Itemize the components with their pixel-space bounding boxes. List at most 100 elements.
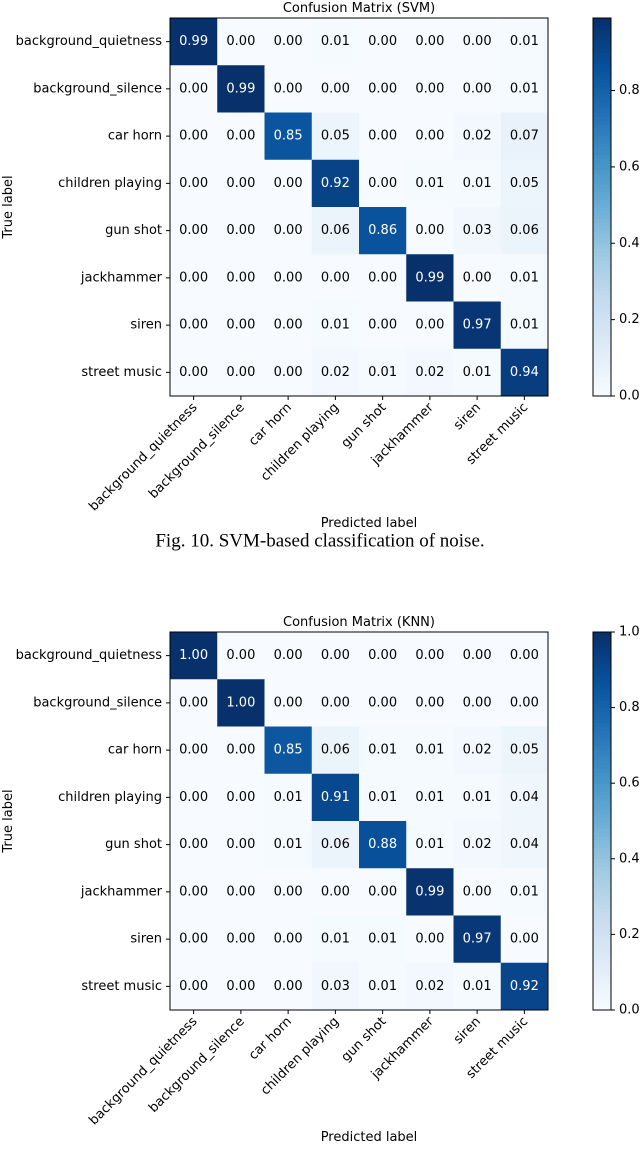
cell-value-label: 0.00: [179, 365, 208, 380]
colorbar-segment: [593, 343, 611, 348]
y-tick-label: gun shot: [105, 837, 162, 852]
cell-value-label: 0.00: [368, 176, 397, 191]
colorbar-segment: [593, 832, 611, 837]
x-tick-label: car horn: [246, 1014, 295, 1063]
matrix-cell: [217, 65, 265, 113]
colorbar-segment: [593, 377, 611, 382]
colorbar-tick-label: 0.8: [619, 700, 640, 715]
colorbar-segment: [593, 154, 611, 159]
colorbar-segment: [593, 312, 611, 318]
cell-value-label: 0.99: [179, 34, 208, 49]
colorbar-segment: [593, 184, 611, 189]
colorbar-segment: [593, 169, 611, 174]
cell-value-label: 0.00: [274, 979, 303, 994]
chart-title: Confusion Matrix (KNN): [283, 615, 435, 630]
matrix-cell: [406, 679, 454, 727]
cell-value-label: 0.01: [463, 365, 492, 380]
cell-value-label: 0.00: [226, 979, 255, 994]
matrix-cell: [217, 821, 265, 869]
colorbar-segment: [593, 104, 611, 110]
figure-caption: Fig. 10. SVM-based classification of noi…: [155, 531, 484, 552]
matrix-cell: [359, 159, 407, 208]
colorbar-segment: [593, 998, 611, 1004]
colorbar-segment: [593, 991, 611, 996]
confusion-matrix-svm: Confusion Matrix (SVM) 0.99 0.00 0.00 0.01 0.…: [1, 1, 640, 552]
matrix-cell: [217, 207, 265, 255]
cell-value-label: 0.00: [179, 932, 208, 947]
colorbar-segment: [593, 851, 611, 856]
matrix-cell: [264, 207, 313, 255]
cell-value-label: 0.00: [368, 318, 397, 333]
colorbar-segment: [593, 55, 611, 61]
cell-value-label: 0.00: [463, 648, 492, 663]
cell-value-label: 0.00: [179, 790, 208, 805]
colorbar-segment: [593, 135, 611, 140]
colorbar-segment: [593, 677, 611, 682]
colorbar-segment: [593, 938, 611, 943]
cell-value-label: 1.00: [226, 695, 255, 710]
colorbar-segment: [593, 25, 611, 30]
cell-value-label: 0.00: [415, 648, 444, 663]
colorbar-tick-label: 0.2: [619, 312, 640, 327]
x-tick-label: background_silence: [146, 400, 248, 502]
colorbar-segment: [593, 964, 611, 970]
matrix-cell: [264, 254, 313, 302]
cell-value-label: 0.00: [415, 34, 444, 49]
cell-value-label: 0.01: [368, 743, 397, 758]
cell-value-label: 0.01: [510, 318, 539, 333]
matrix-cell: [217, 301, 265, 350]
colorbar-segment: [593, 309, 611, 314]
matrix-cell: [217, 18, 265, 66]
colorbar-segment: [593, 828, 611, 833]
confusion-matrix-knn: Confusion Matrix (KNN) 1.00 0.00 0.00 0.00 0.…: [1, 615, 640, 1145]
colorbar-segment: [593, 821, 611, 826]
colorbar-segment: [593, 392, 611, 397]
colorbar-segment: [593, 358, 611, 363]
colorbar-segment: [593, 703, 611, 709]
colorbar-segment: [593, 101, 611, 106]
y-tick-label: background_quietness: [16, 648, 163, 663]
cell-value-label: 0.00: [368, 695, 397, 710]
colorbar-segment: [593, 108, 611, 114]
colorbar-tick-label: 0.2: [619, 927, 640, 942]
colorbar-segment: [593, 275, 611, 280]
cell-value-label: 0.02: [415, 365, 444, 380]
matrix-cell: [500, 773, 549, 822]
colorbar-segment: [593, 1006, 611, 1011]
colorbar-segment: [593, 67, 611, 72]
cell-value-label: 0.00: [179, 884, 208, 899]
cell-value-label: 0.01: [510, 34, 539, 49]
matrix-cell: [170, 112, 218, 161]
cell-value-label: 0.03: [463, 223, 492, 238]
matrix-cell: [500, 679, 549, 727]
colorbar-segment: [593, 165, 611, 170]
matrix-cell: [170, 18, 218, 66]
colorbar-tick-label: 0.8: [619, 83, 640, 98]
cell-value-label: 0.00: [415, 932, 444, 947]
matrix-cell: [359, 773, 407, 822]
cell-value-label: 0.00: [368, 34, 397, 49]
colorbar-frame: [592, 17, 612, 397]
colorbar-segment: [593, 222, 611, 227]
cell-value-label: 0.88: [368, 837, 397, 852]
cell-value-label: 0.01: [463, 176, 492, 191]
matrix-cell: [217, 915, 265, 964]
matrix-cell: [359, 962, 407, 1011]
cell-value-label: 0.00: [226, 365, 255, 380]
colorbar-segment: [593, 779, 611, 784]
matrix-cell: [311, 679, 360, 727]
colorbar-segment: [593, 297, 611, 303]
colorbar-segment: [593, 327, 611, 333]
matrix-cell: [264, 821, 313, 869]
colorbar-segment: [593, 692, 611, 697]
colorbar-segment: [593, 244, 611, 250]
colorbar-segment: [593, 256, 611, 261]
matrix-cell: [406, 962, 454, 1011]
colorbar-segment: [593, 904, 611, 909]
matrix-cell: [217, 773, 265, 822]
matrix-cell: [453, 868, 502, 916]
matrix-cell: [406, 773, 454, 822]
y-axis-label: True label: [1, 175, 16, 239]
colorbar-segment: [593, 768, 611, 773]
colorbar-segment: [593, 979, 611, 985]
